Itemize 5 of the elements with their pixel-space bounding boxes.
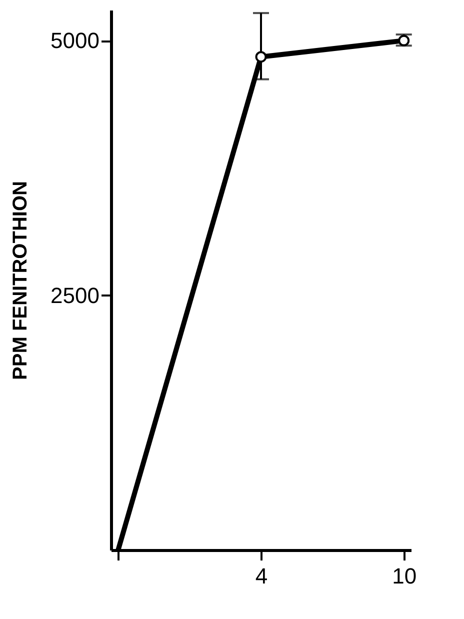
y-tick-label: 5000 bbox=[50, 28, 100, 54]
y-tick-label: 2500 bbox=[50, 282, 100, 308]
x-tick-label: 10 bbox=[392, 564, 417, 588]
y-axis-title: PPM FENITROTHION bbox=[10, 181, 32, 380]
x-tick-label: 4 bbox=[255, 564, 268, 588]
